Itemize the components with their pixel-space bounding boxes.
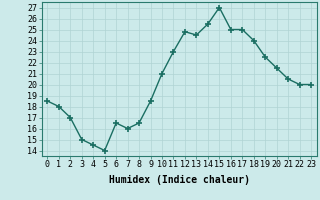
X-axis label: Humidex (Indice chaleur): Humidex (Indice chaleur) (109, 175, 250, 185)
